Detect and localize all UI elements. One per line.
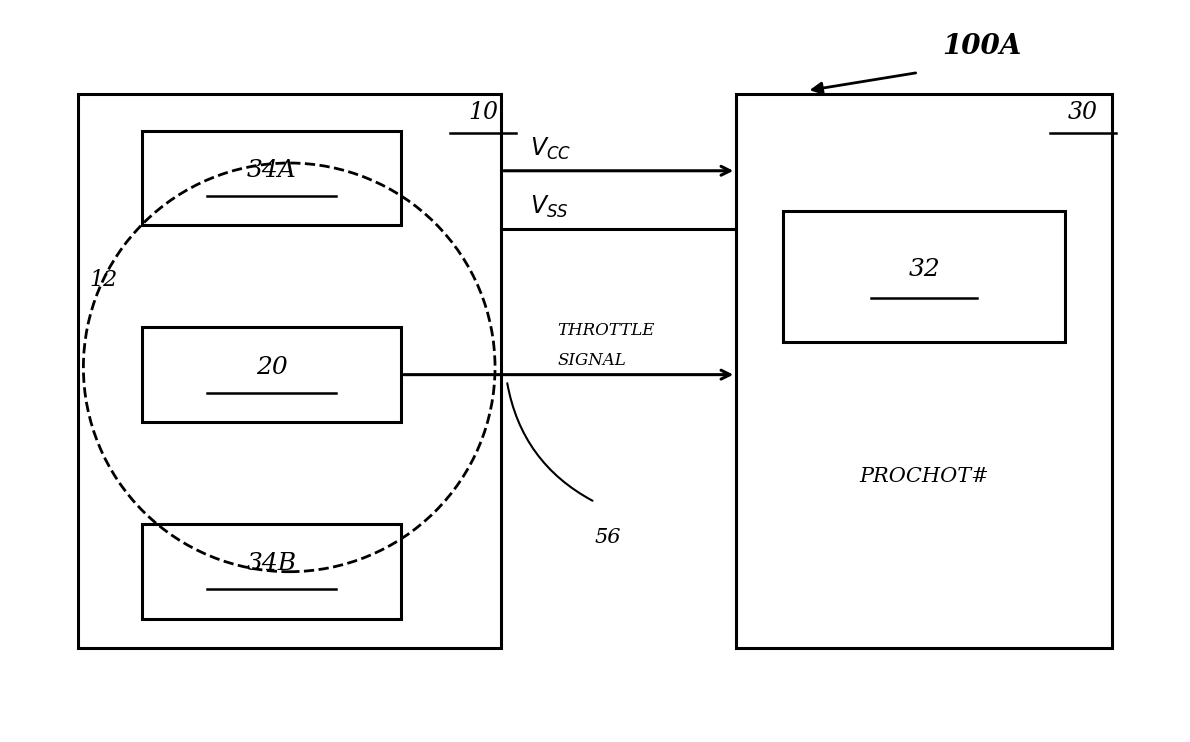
Bar (142, 327, 401, 422)
FancyArrowPatch shape (813, 73, 915, 93)
Text: 56: 56 (595, 528, 621, 547)
Text: $\mathit{V}_{SS}$: $\mathit{V}_{SS}$ (531, 194, 569, 220)
Bar (142, 131, 401, 226)
FancyArrowPatch shape (507, 383, 593, 501)
Text: $\mathit{V}_{CC}$: $\mathit{V}_{CC}$ (531, 136, 571, 162)
Text: 30: 30 (1069, 101, 1098, 124)
Text: 100A: 100A (942, 33, 1021, 61)
Text: SIGNAL: SIGNAL (557, 352, 626, 369)
Text: THROTTLE: THROTTLE (557, 323, 655, 339)
Text: 32: 32 (908, 257, 940, 280)
Text: 12: 12 (89, 269, 118, 291)
Bar (737, 94, 1113, 648)
Bar (142, 524, 401, 619)
Text: 10: 10 (469, 101, 499, 124)
Text: PROCHOT#: PROCHOT# (859, 467, 989, 486)
Bar (77, 94, 501, 648)
Bar (783, 211, 1065, 342)
Text: 20: 20 (256, 356, 288, 379)
Text: 34B: 34B (246, 553, 296, 576)
Text: 34A: 34A (246, 160, 296, 183)
